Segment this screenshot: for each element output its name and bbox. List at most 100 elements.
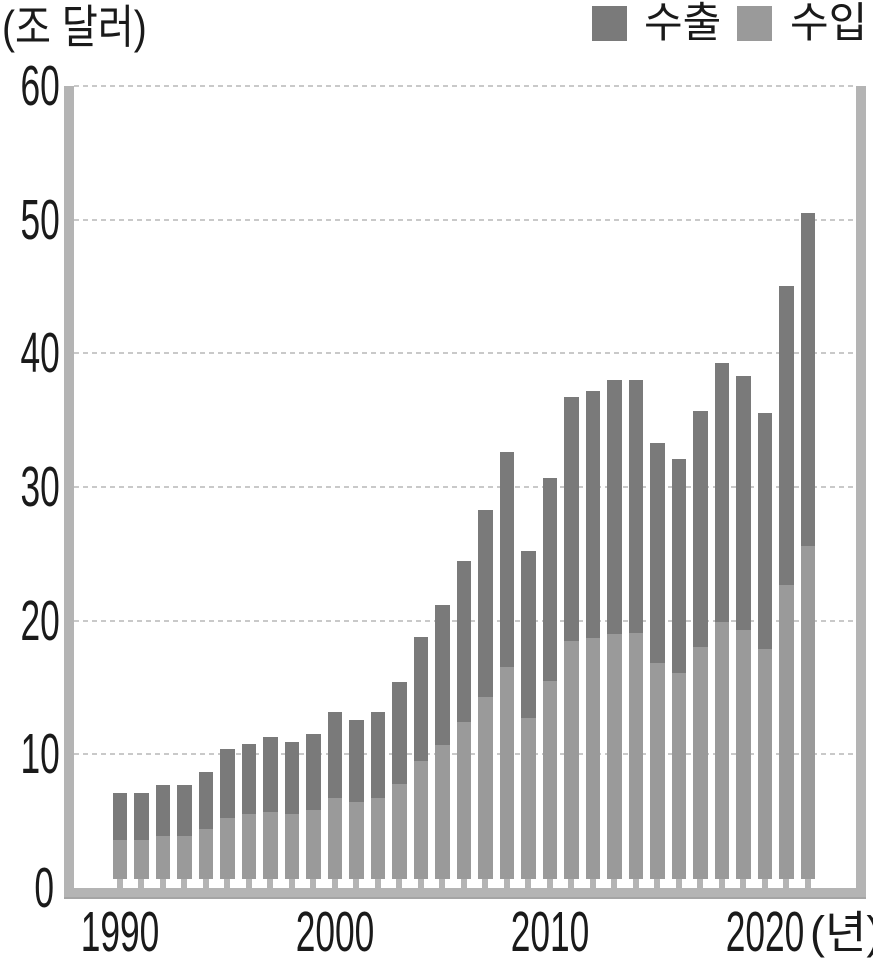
bar-1991-tick <box>138 879 145 888</box>
bar-1997-exports <box>263 736 278 812</box>
bar-2009-tick <box>525 879 532 888</box>
bar-2001-exports <box>349 719 364 803</box>
bar-1995-tick <box>224 879 231 888</box>
bar-2007-tick <box>482 879 489 888</box>
bar-2011-imports <box>564 640 579 879</box>
bar-2013-tick <box>611 879 618 888</box>
legend: 수출 수입 <box>0 0 873 48</box>
y-tick-label-50: 50 <box>20 187 60 252</box>
bar-2017-tick <box>697 879 704 888</box>
bar-2003-imports <box>392 783 407 879</box>
bar-2022-imports <box>800 545 815 879</box>
bar-2012-tick <box>589 879 596 888</box>
bar-1990-exports <box>112 793 127 840</box>
bar-2006-imports <box>456 722 471 879</box>
bar-1998-imports <box>284 814 299 879</box>
x-tick-label-2000: 2000 <box>295 900 375 959</box>
bar-2005-imports <box>435 744 450 879</box>
bar-2020-exports <box>757 413 772 649</box>
x-axis-unit-label: (년) <box>810 907 873 958</box>
bar-2010-tick <box>546 879 553 888</box>
bar-1999-tick <box>310 879 317 888</box>
bar-2001-tick <box>353 879 360 888</box>
y-tick-label-0: 0 <box>34 856 54 920</box>
bar-2001-imports <box>349 802 364 879</box>
bar-2021-imports <box>779 584 794 879</box>
x-tick-label-2010: 2010 <box>510 900 590 959</box>
bar-2004-imports <box>413 761 428 879</box>
bar-2000-tick <box>331 879 338 888</box>
bar-1990-tick <box>116 879 123 888</box>
bar-1992-exports <box>155 785 170 836</box>
legend-imports-swatch <box>737 6 772 41</box>
y-axis-line <box>64 86 74 897</box>
bar-2022-exports <box>800 212 815 546</box>
bar-2016-imports <box>671 672 686 879</box>
x-tick-label-1990: 1990 <box>80 900 160 959</box>
bar-1999-exports <box>306 734 321 811</box>
bar-1999-imports <box>306 810 321 879</box>
bar-1992-tick <box>159 879 166 888</box>
y-axis-unit-label: (조 달러) <box>2 1 147 53</box>
bar-2009-imports <box>521 718 536 879</box>
bar-1994-tick <box>202 879 209 888</box>
bar-1998-tick <box>288 879 295 888</box>
bar-2020-tick <box>761 879 768 888</box>
bar-2008-tick <box>503 879 510 888</box>
bar-2019-exports <box>736 376 751 630</box>
legend-exports-swatch <box>592 6 627 41</box>
bar-2005-tick <box>439 879 446 888</box>
bar-2007-exports <box>478 509 493 697</box>
bar-2006-tick <box>460 879 467 888</box>
bar-1997-tick <box>267 879 274 888</box>
bar-2021-tick <box>783 879 790 888</box>
bar-2005-exports <box>435 604 450 745</box>
bar-2018-tick <box>718 879 725 888</box>
bar-1994-exports <box>198 771 213 830</box>
bar-2010-imports <box>542 680 557 879</box>
bar-1998-exports <box>284 742 299 815</box>
bar-2008-imports <box>499 667 514 879</box>
bar-2015-imports <box>650 663 665 879</box>
x-tick-label-2020: 2020 <box>725 900 805 959</box>
bar-1996-imports <box>241 814 256 879</box>
bar-2002-exports <box>370 711 385 799</box>
y-tick-label-20: 20 <box>20 588 60 653</box>
right-axis-line <box>856 86 866 897</box>
legend-imports-label: 수입 <box>790 0 868 46</box>
bar-2013-imports <box>607 634 622 879</box>
bar-2000-imports <box>327 798 342 879</box>
bar-2002-tick <box>374 879 381 888</box>
gridline-60 <box>74 84 856 87</box>
bar-2004-exports <box>413 636 428 761</box>
bar-2014-imports <box>628 632 643 879</box>
bar-2014-exports <box>628 380 643 633</box>
y-tick-label-30: 30 <box>20 454 60 519</box>
bar-2011-tick <box>568 879 575 888</box>
gridline-50 <box>74 218 856 221</box>
bar-2009-exports <box>521 551 536 719</box>
bar-2020-imports <box>757 648 772 879</box>
bar-1991-imports <box>134 839 149 879</box>
bar-2016-exports <box>671 458 686 673</box>
bar-2018-exports <box>714 362 729 622</box>
bar-2021-exports <box>779 286 794 585</box>
bar-2012-exports <box>585 390 600 639</box>
bar-2022-tick <box>804 879 811 888</box>
bar-2017-exports <box>693 410 708 648</box>
bar-2015-tick <box>654 879 661 888</box>
bar-2000-exports <box>327 711 342 799</box>
bar-2019-tick <box>740 879 747 888</box>
bar-1994-imports <box>198 829 213 879</box>
bar-2012-imports <box>585 638 600 879</box>
bar-1992-imports <box>155 835 170 879</box>
bar-2007-imports <box>478 696 493 879</box>
bar-1993-tick <box>181 879 188 888</box>
bar-2013-exports <box>607 380 622 635</box>
bar-2019-imports <box>736 630 751 879</box>
y-tick-label-60: 60 <box>20 53 60 118</box>
y-tick-label-10: 10 <box>20 722 60 787</box>
bar-2011-exports <box>564 397 579 641</box>
bar-2004-tick <box>417 879 424 888</box>
